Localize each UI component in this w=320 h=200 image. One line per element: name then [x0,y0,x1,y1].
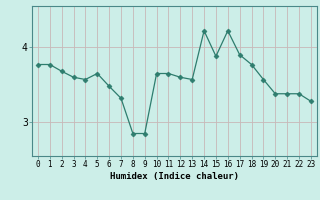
X-axis label: Humidex (Indice chaleur): Humidex (Indice chaleur) [110,172,239,181]
